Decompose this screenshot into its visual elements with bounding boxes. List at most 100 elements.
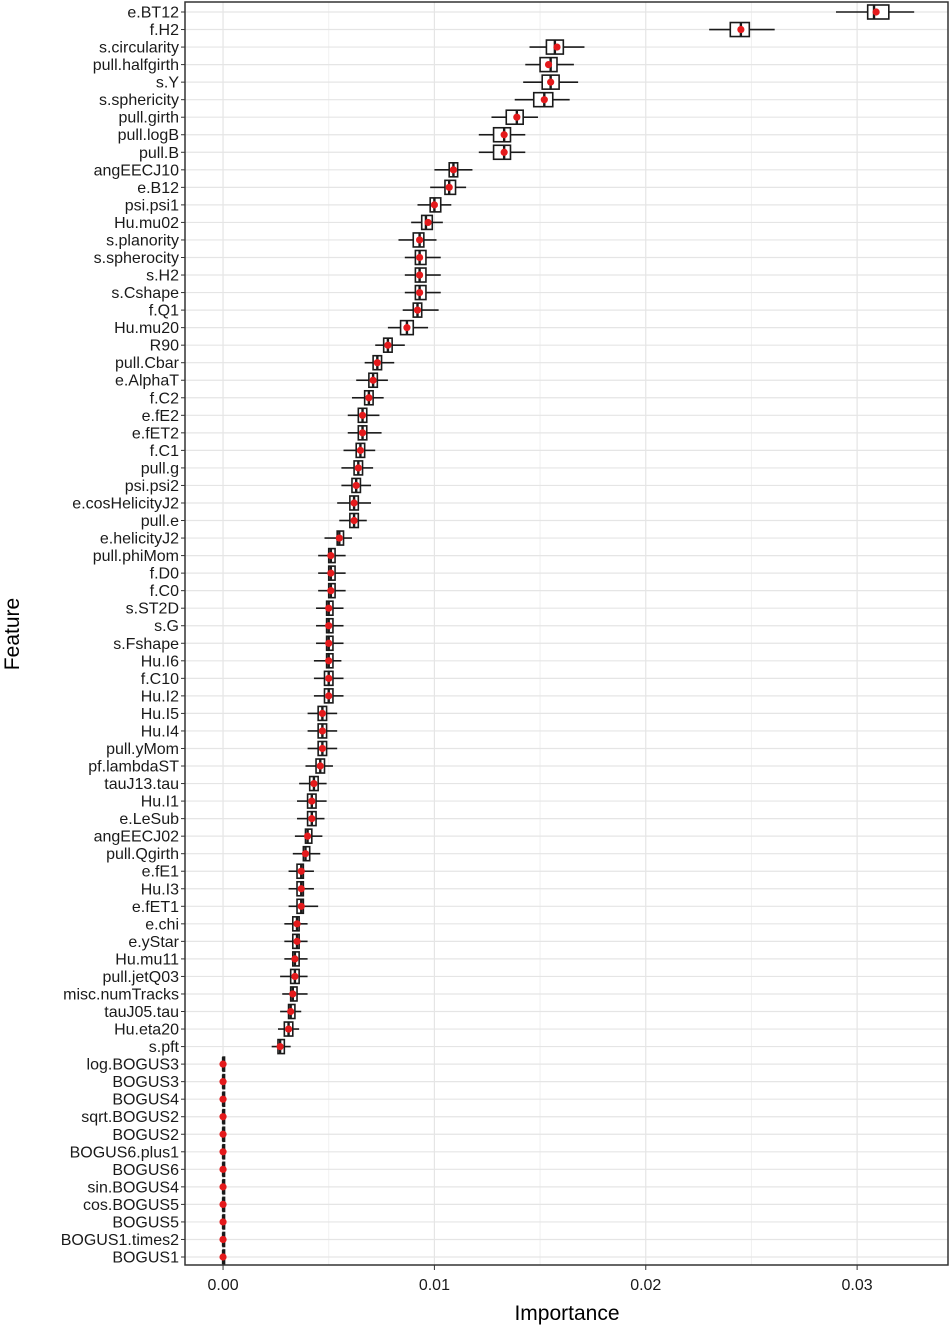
y-tick-label: psi.psi1 <box>125 197 179 214</box>
mean-point <box>219 1218 227 1226</box>
y-tick-label: R90 <box>150 338 179 355</box>
y-tick-label: f.C0 <box>150 583 179 600</box>
y-tick-label: e.BT12 <box>127 5 179 22</box>
mean-point <box>445 183 453 191</box>
x-axis-title: Importance <box>514 1302 619 1325</box>
mean-point <box>354 464 362 472</box>
mean-point <box>500 131 508 139</box>
y-tick-label: f.C2 <box>150 390 179 407</box>
y-tick-label: Hu.mu02 <box>114 215 179 232</box>
mean-point <box>547 78 555 86</box>
y-tick-label: BOGUS1.times2 <box>61 1232 179 1249</box>
mean-points <box>219 8 880 1261</box>
y-tick-label: s.planority <box>106 232 179 249</box>
plot-panel <box>185 2 948 1265</box>
mean-point <box>316 762 324 770</box>
y-tick-label: Hu.I3 <box>141 881 179 898</box>
y-tick-label: s.circularity <box>99 40 179 57</box>
y-tick-label: s.pft <box>149 1039 180 1056</box>
mean-point <box>356 446 365 454</box>
y-tick-label: sin.BOGUS4 <box>87 1179 179 1196</box>
y-tick-label: pull.Qgirth <box>106 846 179 863</box>
y-tick-label: e.yStar <box>128 934 179 951</box>
panel-border <box>184 1 949 1266</box>
y-tick-label: s.Cshape <box>111 285 179 302</box>
y-axis-title: Feature <box>1 598 24 670</box>
y-tick-label: pull.halfgirth <box>93 57 179 74</box>
mean-point <box>544 61 553 69</box>
mean-point <box>308 815 316 823</box>
y-tick-label: angEECJ02 <box>94 829 179 846</box>
y-tick-label: pull.Cbar <box>115 355 180 372</box>
mean-point <box>289 990 297 998</box>
mean-point <box>872 8 880 16</box>
mean-point <box>325 674 333 682</box>
y-tick-label: Hu.eta20 <box>114 1022 179 1039</box>
mean-point <box>219 1095 227 1103</box>
y-tick-label: psi.psi2 <box>125 478 179 495</box>
y-tick-label: e.fE2 <box>142 408 179 425</box>
y-tick-label: pull.girth <box>119 110 179 127</box>
y-tick-label: BOGUS5 <box>112 1214 179 1231</box>
y-tick-label: f.D0 <box>150 566 179 583</box>
y-tick-label: Hu.I5 <box>141 706 179 723</box>
y-tick-label: pull.logB <box>118 127 179 144</box>
mean-point <box>373 359 381 367</box>
mean-point <box>327 569 335 577</box>
mean-point <box>310 779 318 788</box>
mean-point <box>297 885 305 893</box>
y-tick-label: f.H2 <box>150 22 179 39</box>
mean-point <box>358 411 367 419</box>
mean-point <box>416 236 424 244</box>
mean-point <box>276 1042 284 1051</box>
mean-point <box>384 341 392 349</box>
y-tick-label: BOGUS3 <box>112 1074 179 1091</box>
mean-point <box>430 201 439 209</box>
y-tick-label: e.B12 <box>137 180 179 197</box>
y-tick-label: f.C10 <box>141 671 179 688</box>
y-tick-label: s.Y <box>156 75 179 92</box>
mean-point <box>365 394 373 402</box>
y-tick-label: f.C1 <box>150 443 179 460</box>
mean-point <box>219 1200 227 1208</box>
y-tick-label: s.sphericity <box>99 92 179 109</box>
y-tick-label: Hu.I2 <box>141 688 179 705</box>
mean-point <box>416 288 424 297</box>
mean-point <box>325 692 333 700</box>
y-tick-label: f.Q1 <box>149 303 179 320</box>
y-tick-label: cos.BOGUS5 <box>83 1197 179 1214</box>
y-tick-label: angEECJ10 <box>94 162 179 179</box>
y-tick-label: log.BOGUS3 <box>87 1057 180 1074</box>
mean-point <box>325 639 333 647</box>
mean-point <box>297 902 305 910</box>
mean-point <box>219 1253 227 1261</box>
mean-point <box>219 1165 227 1173</box>
mean-point <box>287 1007 295 1016</box>
y-tick-label: s.G <box>154 618 179 635</box>
mean-point <box>318 709 326 718</box>
mean-point <box>416 253 424 262</box>
mean-point <box>219 1148 227 1156</box>
mean-point <box>327 587 335 595</box>
mean-point <box>291 972 299 981</box>
mean-point <box>416 271 424 279</box>
mean-point <box>308 797 316 805</box>
y-tick-label: misc.numTracks <box>63 986 179 1003</box>
x-tick-label: 0.03 <box>842 1277 873 1294</box>
mean-point <box>500 148 508 156</box>
mean-point <box>219 1113 227 1121</box>
y-tick-label: pf.lambdaST <box>88 759 179 776</box>
mean-point <box>325 622 333 630</box>
mean-point <box>540 96 548 104</box>
y-tick-label: BOGUS6.plus1 <box>70 1144 179 1161</box>
mean-point <box>219 1060 227 1068</box>
y-tick-label: e.AlphaT <box>115 373 179 390</box>
mean-point <box>737 25 745 34</box>
mean-point <box>318 727 326 735</box>
y-tick-label: pull.e <box>141 513 179 530</box>
mean-point <box>424 218 432 227</box>
mean-point <box>219 1183 227 1191</box>
mean-point <box>369 376 377 384</box>
mean-point <box>403 324 411 332</box>
